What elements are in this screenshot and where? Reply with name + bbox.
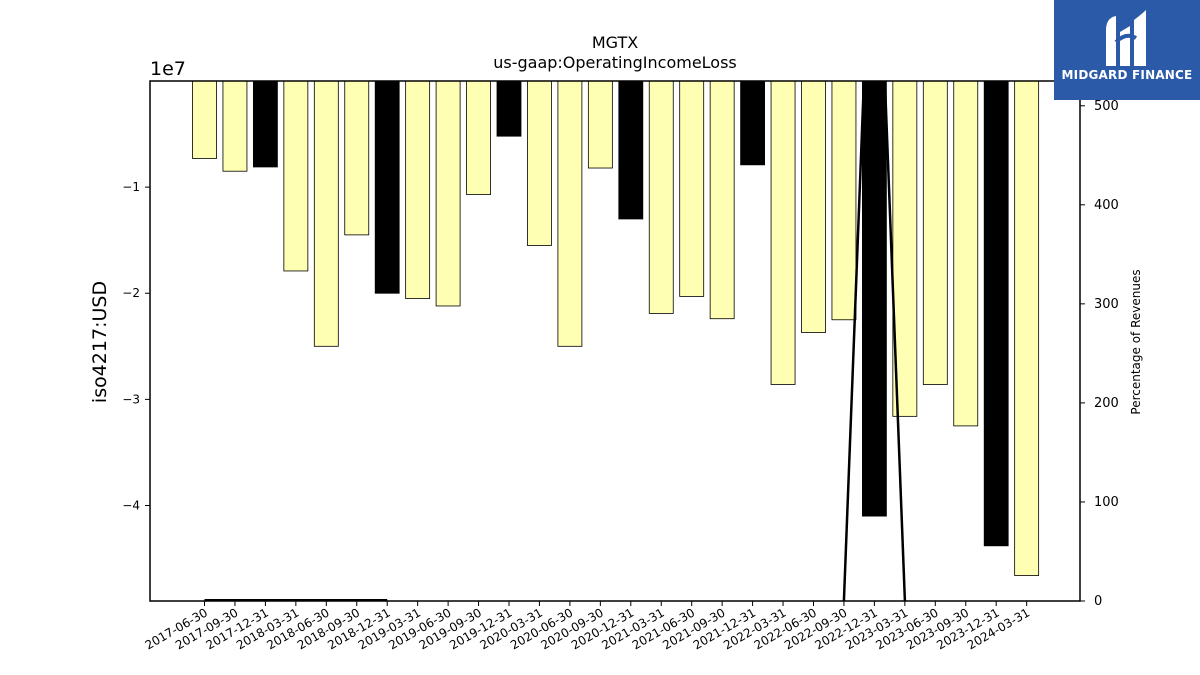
bar xyxy=(557,80,583,347)
y-axis-label: iso4217:USD xyxy=(89,281,111,403)
bar xyxy=(283,80,309,272)
bar xyxy=(1014,80,1040,576)
y2-tick-label: 500 xyxy=(1094,99,1119,114)
bar xyxy=(222,80,248,172)
y-tick-label: −2 xyxy=(122,286,140,300)
bar xyxy=(374,80,400,294)
plot-frame xyxy=(149,80,1081,602)
bar xyxy=(527,80,552,246)
y2-tick-label: 200 xyxy=(1094,396,1119,411)
bar xyxy=(862,80,887,517)
y2-tick-label: 300 xyxy=(1094,297,1119,312)
y2-tick-label: 0 xyxy=(1094,594,1102,609)
y2-tick-label: 400 xyxy=(1094,198,1119,213)
y-tick-label: −3 xyxy=(122,392,140,406)
bar xyxy=(466,80,491,195)
logo-text: MIDGARD FINANCE xyxy=(1061,68,1193,82)
bar xyxy=(618,80,644,220)
bar xyxy=(587,80,613,169)
bar xyxy=(831,80,857,321)
y2-tick-label: 100 xyxy=(1094,495,1119,510)
brand-logo: MIDGARD FINANCE xyxy=(1054,0,1200,100)
bar xyxy=(709,80,735,320)
bar xyxy=(983,80,1009,547)
bar xyxy=(679,80,705,297)
bar xyxy=(405,80,431,299)
y-tick-label: −1 xyxy=(122,180,140,194)
bar xyxy=(770,80,796,385)
bar xyxy=(435,80,461,307)
bar xyxy=(192,80,217,159)
bar xyxy=(344,80,370,236)
bar xyxy=(648,80,674,314)
bar xyxy=(252,80,278,168)
logo-mark-icon xyxy=(1106,10,1146,66)
bar xyxy=(496,80,522,137)
bar xyxy=(740,80,765,166)
y-offset-label: 1e7 xyxy=(150,58,186,80)
chart-title: MGTX xyxy=(592,33,638,52)
chart-subtitle: us-gaap:OperatingIncomeLoss xyxy=(493,53,737,72)
bar xyxy=(801,80,826,333)
bar xyxy=(953,80,979,427)
bar xyxy=(922,80,948,385)
y-tick-label: −4 xyxy=(122,498,140,512)
y2-axis-label: Percentage of Revenues xyxy=(1129,269,1143,414)
bar xyxy=(313,80,339,347)
revenue-pct-line-spike xyxy=(842,81,907,601)
